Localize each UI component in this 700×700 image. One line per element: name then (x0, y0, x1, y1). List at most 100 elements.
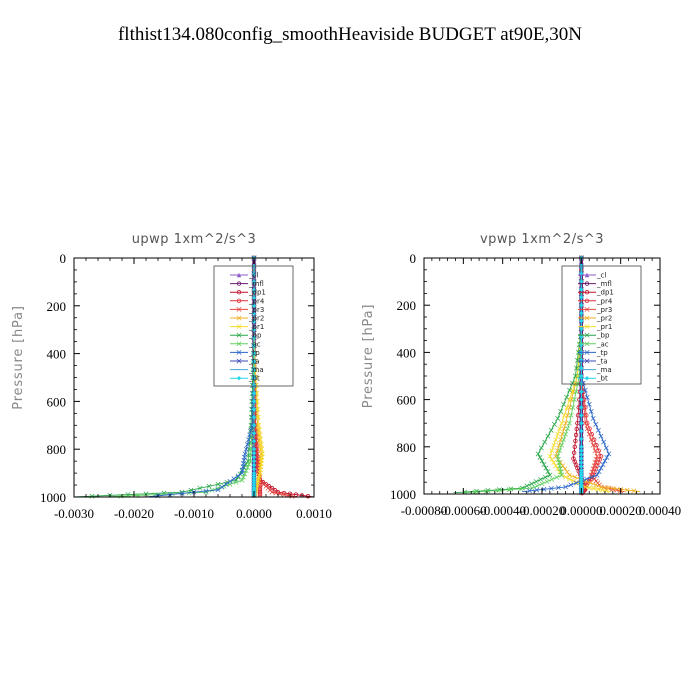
data-point (519, 485, 525, 491)
data-point (549, 476, 555, 482)
legend-box (561, 265, 642, 385)
data-point (579, 452, 584, 457)
legend-box (213, 265, 294, 387)
data-point (571, 478, 576, 484)
data-point (572, 397, 577, 403)
data-point (251, 458, 257, 464)
data-point (236, 290, 242, 295)
data-point (579, 477, 584, 483)
data-point (561, 412, 567, 418)
data-point (579, 421, 584, 426)
data-point (586, 401, 592, 407)
data-point (570, 380, 575, 386)
legend-label: _tp (596, 349, 608, 357)
data-point (206, 483, 212, 489)
data-point (601, 439, 607, 445)
data-point (251, 335, 257, 340)
data-point (542, 474, 548, 480)
data-point (472, 489, 478, 495)
data-point (557, 448, 563, 454)
x-tick-label: 0.00020 (600, 503, 642, 518)
data-point (600, 462, 606, 467)
data-point (582, 484, 588, 490)
legend-label: _bp (248, 332, 262, 340)
y-tick-label: 400 (397, 345, 417, 360)
legend-label: _ta (248, 358, 260, 366)
data-point (257, 490, 263, 495)
data-point (251, 343, 257, 348)
data-point (562, 466, 568, 472)
data-point (236, 341, 242, 347)
data-point (246, 452, 251, 458)
series-group (453, 255, 641, 496)
data-point (251, 450, 257, 456)
data-point (251, 327, 257, 332)
data-point (590, 416, 596, 421)
data-point (579, 413, 584, 418)
legend-label: _bp (596, 332, 610, 340)
data-point (236, 332, 242, 338)
data-point (255, 414, 261, 420)
legend: _cl_mfl_dp1_pr4_pr3_pr2_pr1_bp_ac_tp_ta_… (561, 265, 642, 385)
data-point (598, 484, 604, 490)
data-point (527, 488, 532, 494)
y-tick-label: 800 (47, 442, 67, 457)
data-point (567, 472, 572, 478)
data-point (555, 416, 561, 421)
data-point (251, 480, 257, 485)
data-point (589, 474, 595, 480)
data-point (257, 491, 263, 497)
data-point (518, 486, 524, 492)
data-point (584, 272, 590, 278)
data-point (604, 454, 610, 460)
data-point (559, 442, 565, 448)
legend-label: _bt (596, 375, 608, 383)
data-point (289, 493, 295, 499)
data-point (246, 437, 252, 443)
data-point (591, 463, 597, 469)
x-tick-label: -0.00060 (440, 503, 487, 518)
legend-label: _pr2 (248, 315, 264, 323)
data-point (236, 298, 242, 303)
data-point (549, 456, 555, 462)
data-point (256, 422, 262, 428)
legend-label: _cl (248, 272, 258, 280)
data-point (593, 421, 599, 427)
data-point (251, 462, 257, 468)
data-point (524, 483, 530, 489)
data-point (555, 485, 561, 491)
data-point (572, 444, 577, 449)
data-point (235, 474, 241, 480)
data-point (579, 318, 584, 324)
data-point (564, 394, 570, 400)
data-point (243, 446, 249, 452)
data-point (529, 481, 534, 487)
legend-label: _pr4 (596, 297, 613, 305)
data-point (584, 315, 590, 321)
data-point (534, 483, 540, 489)
data-point (257, 485, 263, 490)
data-point (599, 487, 605, 493)
panel-upwp: upwp 1xm^2/s^3 Pressure [hPa] -0.0030 -0.00… (11, 232, 332, 521)
y-axis-label: Pressure [hPa] (11, 305, 26, 409)
data-point (594, 472, 600, 478)
data-point (592, 448, 598, 454)
data-point (563, 420, 569, 426)
data-point (579, 303, 584, 308)
data-point (243, 468, 249, 474)
data-point (551, 460, 557, 465)
data-point (236, 358, 242, 364)
x-tick-label: -0.00040 (479, 503, 526, 518)
data-point (269, 486, 275, 491)
data-point (251, 407, 257, 412)
data-point (215, 481, 221, 487)
data-point (573, 389, 579, 395)
data-point (573, 438, 578, 444)
x-tick-label: 0.00000 (560, 503, 602, 518)
data-point (590, 442, 596, 448)
data-point (219, 484, 225, 490)
data-point (246, 461, 252, 467)
data-point (579, 310, 584, 316)
data-point (535, 451, 541, 457)
